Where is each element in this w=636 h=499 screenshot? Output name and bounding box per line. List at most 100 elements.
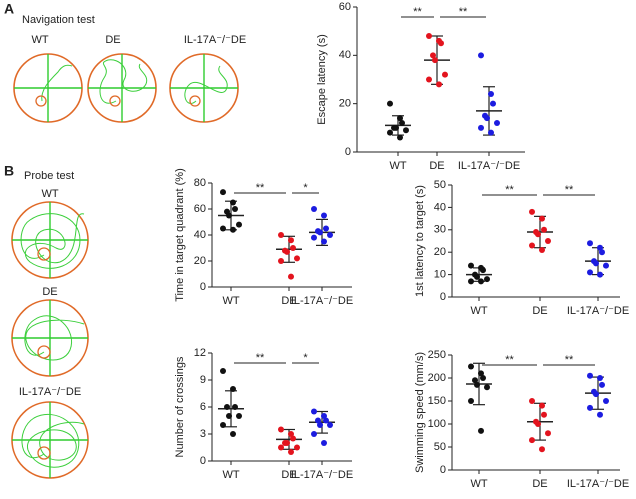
x-tick-label: IL-17A⁻/⁻DE bbox=[567, 305, 629, 317]
data-point bbox=[587, 240, 593, 247]
data-point bbox=[403, 127, 409, 134]
y-tick-label: 0 bbox=[440, 464, 446, 476]
data-point bbox=[442, 71, 448, 78]
maze-label: DE bbox=[42, 286, 57, 298]
data-point bbox=[397, 134, 403, 141]
data-point bbox=[603, 398, 609, 404]
panel-title: Probe test bbox=[24, 170, 74, 182]
y-tick-label: 30 bbox=[434, 224, 446, 236]
data-point bbox=[315, 417, 321, 424]
data-point bbox=[290, 245, 296, 251]
y-tick-label: 50 bbox=[434, 441, 446, 453]
y-tick-label: 150 bbox=[428, 395, 446, 407]
data-point bbox=[278, 444, 284, 451]
x-tick-label: DE bbox=[532, 305, 547, 317]
x-tick-label: DE bbox=[532, 478, 547, 490]
significance-label: ** bbox=[413, 6, 422, 18]
y-tick-label: 0 bbox=[345, 146, 351, 158]
data-point bbox=[397, 115, 403, 122]
data-point bbox=[587, 404, 593, 411]
y-tick-label: 40 bbox=[194, 229, 206, 241]
data-point bbox=[484, 384, 490, 391]
data-point bbox=[535, 231, 541, 238]
data-point bbox=[426, 76, 432, 83]
data-point bbox=[290, 435, 296, 442]
data-point bbox=[311, 234, 317, 241]
data-point bbox=[478, 124, 484, 131]
data-point bbox=[468, 262, 474, 269]
data-point bbox=[529, 437, 535, 444]
data-point bbox=[387, 100, 393, 107]
maze-label: WT bbox=[31, 34, 48, 46]
x-tick-label: WT bbox=[222, 469, 239, 481]
data-point bbox=[317, 229, 323, 236]
significance-label: ** bbox=[565, 354, 574, 366]
data-point bbox=[426, 33, 432, 39]
data-point bbox=[539, 402, 545, 409]
y-tick-label: 0 bbox=[200, 455, 206, 467]
y-tick-label: 0 bbox=[440, 291, 446, 303]
data-point bbox=[484, 115, 490, 122]
data-point bbox=[323, 417, 329, 424]
x-tick-label: WT bbox=[389, 160, 406, 172]
data-point bbox=[599, 381, 605, 388]
y-tick-label: 50 bbox=[434, 179, 446, 191]
data-point bbox=[387, 129, 393, 136]
y-tick-label: 40 bbox=[339, 49, 351, 61]
maze-label: IL-17A⁻/⁻DE bbox=[19, 386, 81, 398]
data-point bbox=[236, 221, 242, 228]
data-point bbox=[224, 404, 230, 410]
data-point bbox=[327, 422, 333, 428]
data-point bbox=[399, 120, 405, 126]
data-point bbox=[468, 398, 474, 404]
data-point bbox=[311, 431, 317, 437]
x-tick-label: IL-17A⁻/⁻DE bbox=[291, 295, 353, 307]
data-point bbox=[226, 212, 232, 219]
y-axis-title: Number of crossings bbox=[174, 356, 186, 457]
data-point bbox=[478, 370, 484, 377]
y-tick-label: 20 bbox=[339, 98, 351, 110]
data-point bbox=[535, 421, 541, 427]
x-tick-label: WT bbox=[470, 305, 487, 317]
data-point bbox=[278, 232, 284, 238]
data-point bbox=[545, 238, 551, 244]
data-point bbox=[529, 242, 535, 249]
data-point bbox=[541, 226, 547, 233]
data-point bbox=[294, 255, 300, 262]
data-point bbox=[284, 248, 290, 255]
data-point bbox=[430, 52, 436, 59]
x-tick-label: IL-17A⁻/⁻DE bbox=[458, 160, 520, 172]
data-point bbox=[529, 398, 535, 404]
y-tick-label: 100 bbox=[428, 418, 446, 430]
data-point bbox=[432, 57, 438, 64]
maze bbox=[11, 299, 89, 377]
data-point bbox=[597, 411, 603, 418]
data-point bbox=[393, 124, 399, 131]
data-point bbox=[438, 40, 444, 47]
data-point bbox=[597, 271, 603, 278]
y-tick-label: 250 bbox=[428, 349, 446, 361]
data-point bbox=[474, 381, 480, 388]
data-point bbox=[599, 249, 605, 256]
data-point bbox=[490, 100, 496, 107]
data-point bbox=[230, 226, 236, 233]
data-point bbox=[603, 262, 609, 269]
y-tick-label: 80 bbox=[194, 177, 206, 189]
x-tick-label: DE bbox=[281, 469, 296, 481]
data-point bbox=[288, 273, 294, 280]
data-point bbox=[321, 413, 327, 419]
x-tick-label: DE bbox=[429, 160, 444, 172]
data-point bbox=[230, 431, 236, 437]
maze-label: WT bbox=[41, 188, 58, 200]
data-point bbox=[597, 375, 603, 381]
maze bbox=[11, 401, 89, 479]
data-point bbox=[484, 276, 490, 283]
data-point bbox=[311, 408, 317, 415]
data-point bbox=[311, 206, 317, 212]
y-tick-label: 0 bbox=[200, 281, 206, 293]
significance-label: ** bbox=[505, 184, 514, 196]
significance-label: * bbox=[303, 182, 308, 194]
maze-label: IL-17A⁻/⁻DE bbox=[184, 34, 246, 46]
y-tick-label: 60 bbox=[339, 1, 351, 13]
